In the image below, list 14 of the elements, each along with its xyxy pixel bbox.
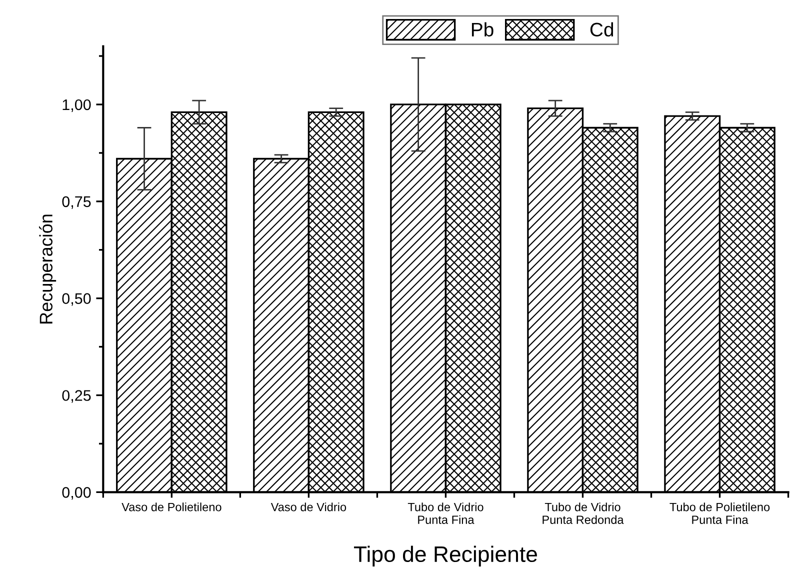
y-tick-label: 0,75 [62,196,91,209]
y-tick-label: 1,00 [62,99,91,112]
y-tick-label: 0,00 [62,487,91,500]
y-tick-label: 0,50 [62,293,91,306]
x-tick-label: Tubo de Vidrio Punta Fina [408,502,484,524]
x-tick-label: Vaso de Vidrio [270,502,346,512]
x-tick-label: Tubo de Polietileno Punta Fina [670,502,770,524]
legend-label: Cd [590,22,614,37]
y-axis-title: Recuperación [39,214,56,324]
x-tick-label: Vaso de Polietileno [122,502,222,512]
y-tick-label: 0,25 [62,390,91,403]
legend-label: Pb [472,22,494,37]
x-tick-label: Tubo de Vidrio Punta Redonda [542,502,624,524]
x-axis-title: Tipo de Recipiente [354,546,537,566]
